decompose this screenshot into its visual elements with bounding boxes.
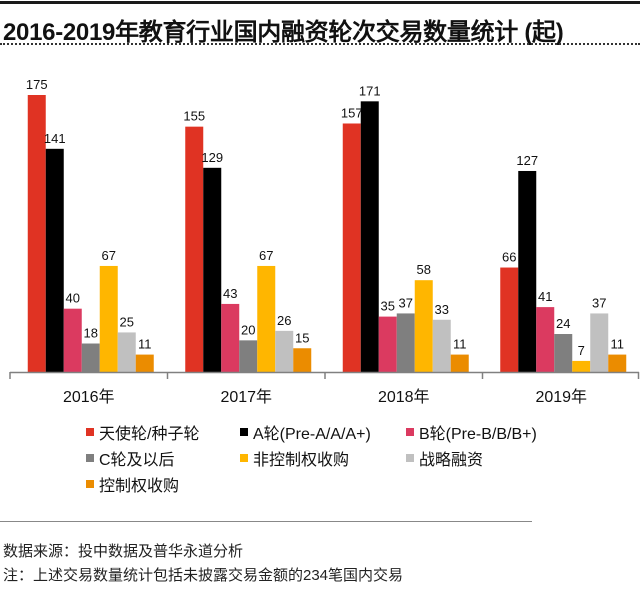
x-tick-label: 2019年: [535, 388, 587, 406]
legend-label: 天使轮/种子轮: [99, 426, 200, 443]
bar: [203, 167, 222, 372]
data-label: 157: [341, 105, 363, 120]
bar: [45, 148, 64, 372]
bar: [378, 316, 397, 372]
bar: [239, 340, 258, 372]
data-label: 26: [277, 313, 291, 328]
legend-item: B轮(Pre-B/B/B+): [406, 420, 537, 444]
legend-label: C轮及以后: [99, 452, 175, 469]
footnote: 注：上述交易数量统计包括未披露交易金额的234笔国内交易: [3, 567, 404, 584]
source-divider: [0, 521, 532, 522]
data-label: 41: [538, 289, 552, 304]
bar: [185, 126, 204, 373]
legend-item: 非控制权收购: [240, 446, 349, 470]
chart-title: 2016-2019年教育行业国内融资轮次交易数量统计 (起): [3, 19, 564, 46]
data-label: 11: [453, 337, 467, 352]
bar: [275, 330, 294, 372]
data-label: 33: [435, 302, 449, 317]
bar: [81, 343, 100, 372]
bar: [27, 95, 46, 372]
legend-swatch: [86, 428, 94, 436]
x-tick-label: 2017年: [220, 388, 272, 406]
data-label: 67: [259, 248, 273, 263]
bar: [536, 307, 555, 372]
bar: [117, 332, 136, 372]
data-label: 15: [295, 330, 309, 345]
bar: [608, 354, 627, 372]
bar: [554, 334, 573, 372]
bar: [518, 170, 537, 372]
data-label: 129: [201, 150, 223, 165]
data-label: 155: [183, 109, 205, 124]
bar: [432, 319, 451, 372]
legend-swatch: [86, 454, 94, 462]
legend-swatch: [406, 454, 414, 462]
data-label: 37: [399, 295, 413, 310]
data-source-note: 数据来源：投中数据及普华永道分析: [3, 543, 244, 560]
bar: [293, 348, 312, 372]
bar: [500, 267, 519, 372]
bar: [135, 354, 154, 372]
top-rule: [0, 1, 640, 4]
bar: [99, 265, 118, 372]
data-label: 7: [578, 343, 585, 358]
data-label: 11: [611, 337, 625, 352]
legend-label: 战略融资: [419, 452, 484, 469]
data-label: 141: [44, 131, 66, 146]
data-label: 11: [138, 337, 152, 352]
bar: [257, 265, 276, 372]
legend-item: 天使轮/种子轮: [86, 420, 199, 444]
legend-label: B轮(Pre-B/B/B+): [419, 426, 537, 443]
legend-item: C轮及以后: [86, 446, 175, 470]
bar: [450, 354, 469, 372]
bar: [396, 313, 415, 372]
legend-item: A轮(Pre-A/A/A+): [240, 420, 371, 444]
legend-swatch: [86, 480, 94, 488]
data-label: 58: [417, 262, 431, 277]
data-label: 127: [516, 153, 538, 168]
bar: [572, 360, 591, 372]
data-label: 20: [241, 322, 255, 337]
legend-item: 战略融资: [406, 446, 483, 470]
data-label: 67: [102, 248, 116, 263]
bar-chart: 175 141 40 18 67 25 11 2016年 155 129 43 20 67 26 15 201…: [9, 77, 640, 406]
bar: [360, 101, 379, 373]
bar: [342, 123, 361, 373]
data-label: 18: [84, 326, 98, 341]
bar: [590, 313, 609, 372]
legend-swatch: [240, 454, 248, 462]
legend-swatch: [240, 428, 248, 436]
data-label: 66: [502, 250, 516, 265]
data-label: 24: [556, 316, 570, 331]
legend-label: 非控制权收购: [253, 452, 350, 469]
legend-label: 控制权收购: [99, 478, 180, 495]
bar: [221, 303, 240, 372]
bar: [414, 280, 433, 372]
data-label: 37: [592, 295, 606, 310]
data-label: 35: [381, 299, 395, 314]
legend-label: A轮(Pre-A/A/A+): [253, 426, 371, 443]
bar: [63, 308, 82, 372]
title-divider: [0, 43, 640, 45]
x-tick-label: 2016年: [63, 388, 115, 406]
data-label: 175: [26, 77, 48, 92]
data-label: 25: [120, 314, 134, 329]
legend-swatch: [406, 428, 414, 436]
data-label: 171: [359, 83, 381, 98]
data-label: 43: [223, 286, 237, 301]
x-tick-label: 2018年: [378, 388, 430, 406]
legend-item: 控制权收购: [86, 472, 179, 496]
data-label: 40: [66, 291, 80, 306]
